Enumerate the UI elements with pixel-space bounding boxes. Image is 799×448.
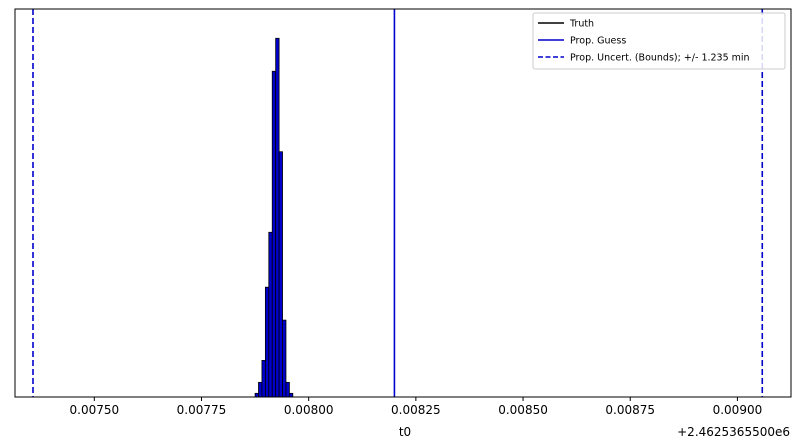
legend-box (532, 12, 786, 70)
histogram-bar (271, 70, 277, 398)
legend-label: Prop. Uncert. (Bounds); +/- 1.235 min (570, 53, 750, 64)
histogram-bar (254, 392, 259, 398)
histogram-bar (278, 151, 283, 398)
histogram-bar (285, 381, 290, 398)
x-tick-label: 0.00750 (70, 403, 120, 417)
x-tick-label: 0.00850 (498, 403, 548, 417)
x-tick-label: 0.00900 (713, 403, 763, 417)
histogram-bar (268, 231, 273, 398)
histogram-bar (258, 381, 263, 398)
x-tick-label: 0.00825 (391, 403, 441, 417)
legend-label: Prop. Guess (570, 36, 626, 47)
x-tick-label: 0.00775 (177, 403, 227, 417)
plot-frame (14, 8, 792, 398)
x-tick-label: 0.00875 (605, 403, 655, 417)
vertical-lines (32, 9, 764, 397)
histogram-bar (282, 319, 287, 398)
x-tick-label: 0.00800 (284, 403, 334, 417)
histogram-bar (264, 286, 270, 398)
histogram-bar (288, 392, 294, 398)
legend-entries: Truth Prop. Guess Prop. Uncert. (Bounds); … (538, 19, 750, 64)
histogram-bar (261, 359, 266, 398)
x-axis-ticks: 0.00750 0.00775 0.00800 0.00825 0.00850 0.008… (70, 397, 763, 417)
histogram-bar (275, 37, 280, 398)
histogram-bars (254, 37, 294, 398)
legend-label: Truth (569, 19, 594, 30)
x-axis-label: t0 (399, 425, 411, 439)
legend: Truth Prop. Guess Prop. Uncert. (Bounds); … (532, 12, 786, 70)
x-axis-offset-label: +2.4625365500e6 (677, 425, 790, 439)
